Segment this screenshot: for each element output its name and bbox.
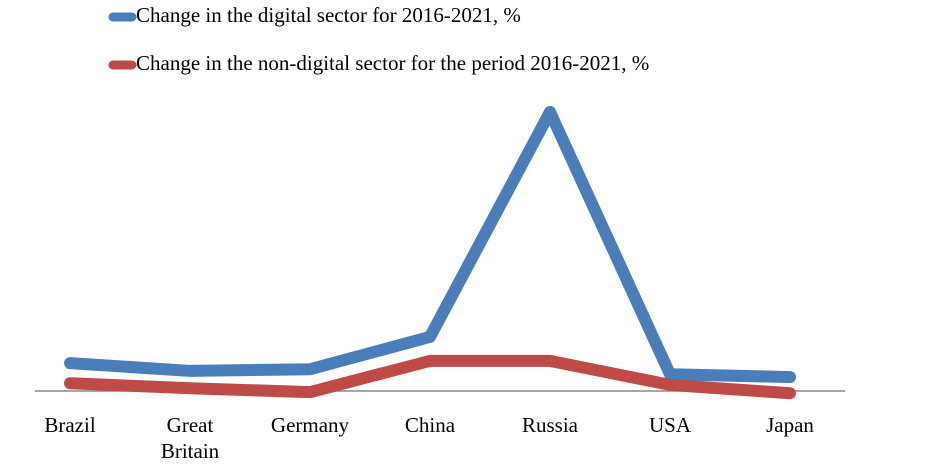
x-tick-label: China <box>404 413 456 437</box>
x-tick-label: Germany <box>270 413 350 437</box>
x-tick-label: Great Britain <box>160 413 220 463</box>
x-tick-label: USA <box>648 413 691 437</box>
series-line <box>64 354 796 400</box>
legend-label: Change in the digital sector for 2016-20… <box>136 3 521 27</box>
x-tick-label: Brazil <box>44 413 96 437</box>
legend-label: Change in the non-digital sector for the… <box>136 51 649 75</box>
series-line <box>64 105 796 384</box>
x-tick-label: Russia <box>521 413 578 437</box>
x-tick-label: Japan <box>766 413 814 437</box>
